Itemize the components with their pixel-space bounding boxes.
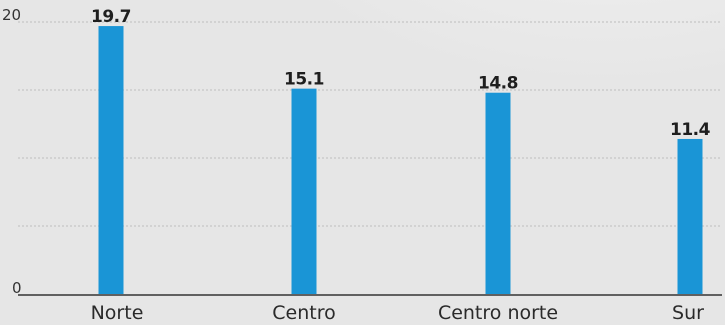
category-label-centro-norte: Centro norte — [438, 302, 558, 324]
value-label-sur: 11.4 — [670, 120, 711, 140]
category-label-centro: Centro — [272, 302, 335, 324]
value-label-centro: 15.1 — [284, 70, 324, 90]
category-label-sur: Sur — [672, 302, 704, 324]
y-tick-label-0: 0 — [12, 279, 22, 297]
bar-centro — [291, 88, 317, 294]
category-label-norte: Norte — [91, 302, 144, 324]
bar-norte — [98, 26, 124, 295]
bar-centro-norte — [485, 92, 511, 294]
bars-group — [98, 26, 703, 295]
bar-sur — [677, 138, 703, 294]
gridlines — [18, 21, 722, 227]
y-tick-label-20: 20 — [2, 6, 21, 24]
value-label-norte: 19.7 — [91, 7, 131, 27]
value-label-centro-norte: 14.8 — [478, 74, 518, 94]
